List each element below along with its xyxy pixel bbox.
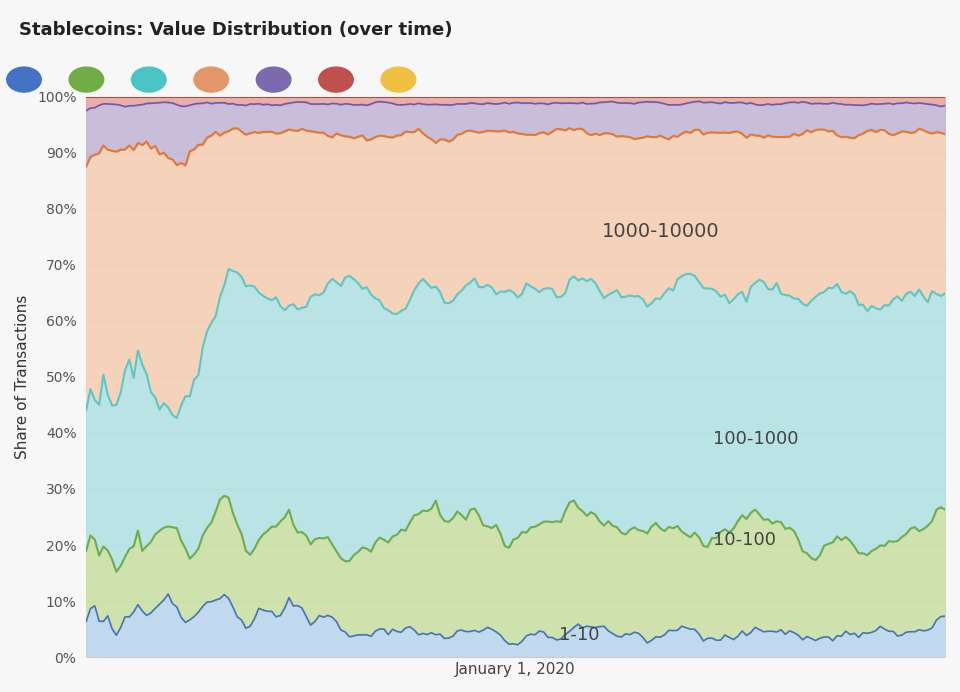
- Text: Stablecoins: Value Distribution (over time): Stablecoins: Value Distribution (over ti…: [19, 21, 453, 39]
- Text: 10-100: 10-100: [713, 531, 776, 549]
- Text: 1000-10000: 1000-10000: [602, 221, 719, 241]
- Text: 100-1000: 100-1000: [713, 430, 799, 448]
- Text: 1-10: 1-10: [559, 626, 599, 644]
- Y-axis label: Share of Transactions: Share of Transactions: [15, 295, 30, 459]
